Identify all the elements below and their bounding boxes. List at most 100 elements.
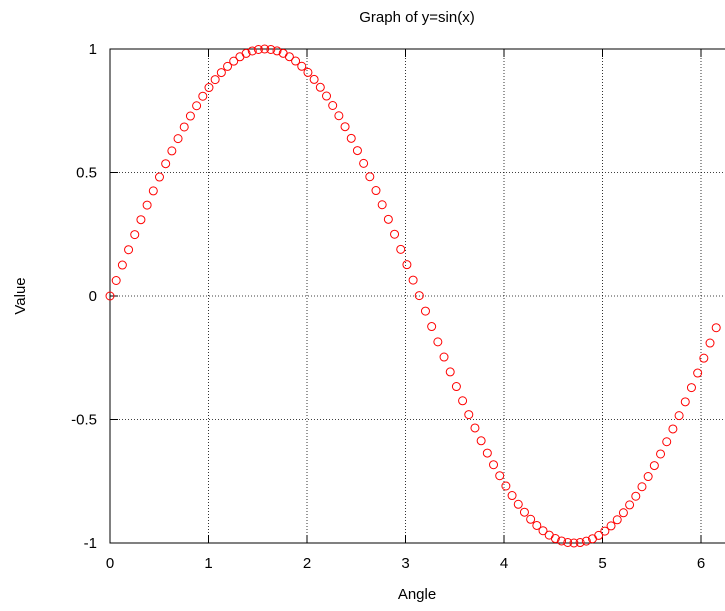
- data-point: [124, 245, 134, 255]
- x-tick-label: 5: [598, 555, 606, 572]
- data-point: [643, 472, 653, 482]
- y-tick-label: -1: [84, 535, 97, 552]
- data-point: [458, 396, 468, 406]
- x-tick-label: 4: [500, 555, 508, 572]
- data-point: [699, 353, 709, 363]
- data-point: [649, 461, 659, 471]
- data-point: [383, 214, 393, 224]
- data-point: [161, 159, 171, 169]
- data-point: [111, 275, 121, 285]
- data-point: [359, 158, 369, 168]
- data-point: [594, 530, 604, 540]
- data-point: [192, 101, 202, 111]
- data-point: [198, 91, 208, 101]
- data-point: [346, 133, 356, 143]
- data-point: [507, 491, 517, 501]
- y-tick-label: -0.5: [71, 412, 97, 429]
- data-point: [340, 122, 350, 132]
- data-point: [420, 306, 430, 316]
- data-point: [451, 382, 461, 392]
- data-point: [179, 122, 189, 132]
- data-point: [272, 46, 282, 56]
- y-tick-label: 0: [89, 288, 97, 305]
- data-point: [705, 338, 715, 348]
- x-tick-label: 6: [697, 555, 705, 572]
- data-point: [167, 146, 177, 156]
- data-point: [297, 61, 307, 71]
- data-point: [235, 52, 245, 62]
- tick-labels: 0 1 2 3 4 5 6 1 0.5 0 -0.5 -1: [71, 41, 705, 572]
- data-point: [482, 448, 492, 458]
- data-point: [136, 215, 146, 225]
- data-point: [532, 520, 542, 530]
- x-tick-label: 0: [106, 555, 114, 572]
- data-point: [464, 410, 474, 420]
- data-point: [315, 82, 325, 92]
- grid-lines: [110, 49, 725, 543]
- data-point: [260, 44, 270, 54]
- data-point: [253, 44, 263, 54]
- data-point: [569, 538, 579, 548]
- data-point: [309, 74, 319, 84]
- data-point: [352, 146, 362, 156]
- data-point: [680, 397, 690, 407]
- data-point: [130, 230, 140, 240]
- data-point: [173, 134, 183, 144]
- data-point: [377, 200, 387, 210]
- data-point: [526, 514, 536, 524]
- data-point: [303, 67, 313, 77]
- data-point: [668, 424, 678, 434]
- data-point: [544, 530, 554, 540]
- data-point: [322, 91, 332, 101]
- y-axis-label: Value: [12, 277, 29, 314]
- data-point: [686, 383, 696, 393]
- data-point: [210, 75, 220, 85]
- data-point: [557, 536, 567, 546]
- data-point: [519, 507, 529, 517]
- data-point: [470, 423, 480, 433]
- data-point: [656, 449, 666, 459]
- data-point: [247, 46, 257, 56]
- data-point: [606, 521, 616, 531]
- data-point: [433, 337, 443, 347]
- data-point: [427, 322, 437, 332]
- data-point: [328, 101, 338, 111]
- data-point: [105, 291, 115, 301]
- data-point: [501, 481, 511, 491]
- x-tick-label: 3: [401, 555, 409, 572]
- data-point: [550, 534, 560, 544]
- data-point: [266, 44, 276, 54]
- data-point: [291, 56, 301, 66]
- data-point: [538, 526, 548, 536]
- data-point: [142, 200, 152, 210]
- x-tick-label: 1: [204, 555, 212, 572]
- data-point: [216, 68, 226, 78]
- x-tick-label: 2: [303, 555, 311, 572]
- data-point: [402, 260, 412, 270]
- data-point: [408, 275, 418, 285]
- data-point: [575, 538, 585, 548]
- data-point: [625, 500, 635, 510]
- data-point: [229, 56, 239, 66]
- data-point: [489, 460, 499, 470]
- data-point: [618, 508, 628, 518]
- data-point: [711, 323, 721, 333]
- axis-ticks: [109, 48, 702, 544]
- data-point: [445, 367, 455, 377]
- data-point: [631, 491, 641, 501]
- data-point: [371, 186, 381, 196]
- data-point: [612, 515, 622, 525]
- data-point: [117, 260, 127, 270]
- data-point: [223, 61, 233, 71]
- data-point: [365, 172, 375, 182]
- data-point: [154, 172, 164, 182]
- data-point: [185, 111, 195, 121]
- data-point: [334, 111, 344, 121]
- data-point: [637, 482, 647, 492]
- y-tick-label: 1: [89, 41, 97, 58]
- data-point: [662, 437, 672, 447]
- data-point: [241, 48, 251, 58]
- data-point: [414, 291, 424, 301]
- data-point: [513, 499, 523, 509]
- data-point: [563, 537, 573, 547]
